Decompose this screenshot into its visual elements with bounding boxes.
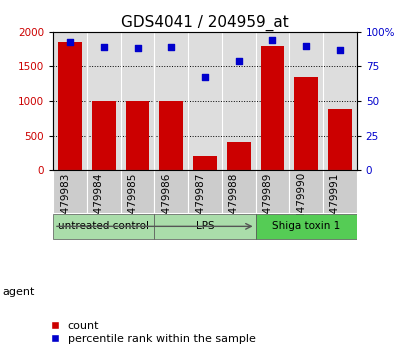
Bar [188, 170, 221, 213]
Bar [294, 78, 317, 170]
Text: GSM479984: GSM479984 [94, 172, 103, 236]
Bar [154, 170, 188, 213]
Bar [92, 101, 115, 170]
Bar [126, 101, 149, 170]
Text: LPS: LPS [195, 221, 214, 232]
Text: GSM479990: GSM479990 [295, 172, 306, 235]
Bar [58, 42, 82, 170]
Bar [260, 46, 283, 170]
Point [336, 47, 342, 53]
Text: agent: agent [2, 287, 34, 297]
Text: GSM479983: GSM479983 [60, 172, 70, 236]
Text: GSM479991: GSM479991 [329, 172, 339, 236]
Point [268, 37, 275, 43]
Bar [221, 170, 255, 213]
Point [67, 39, 73, 44]
Bar [226, 142, 250, 170]
Text: GSM479987: GSM479987 [195, 172, 204, 236]
Text: GSM479985: GSM479985 [127, 172, 137, 236]
Text: untreated control: untreated control [58, 221, 149, 232]
Bar [193, 156, 216, 170]
Text: GSM479989: GSM479989 [262, 172, 272, 236]
Legend: count, percentile rank within the sample: count, percentile rank within the sample [47, 316, 259, 348]
Point [134, 46, 141, 51]
Bar [87, 170, 120, 213]
Bar [53, 215, 154, 239]
Point [168, 44, 174, 50]
Bar [120, 170, 154, 213]
Bar [255, 170, 289, 213]
Point [100, 44, 107, 50]
Bar [327, 109, 351, 170]
Bar [255, 215, 356, 239]
Bar [322, 170, 356, 213]
Point [201, 75, 208, 80]
Point [235, 58, 241, 64]
Bar [159, 101, 183, 170]
Text: GSM479986: GSM479986 [161, 172, 171, 236]
Title: GDS4041 / 204959_at: GDS4041 / 204959_at [121, 14, 288, 30]
Text: Shiga toxin 1: Shiga toxin 1 [271, 221, 339, 232]
Point [302, 43, 309, 48]
Bar [154, 215, 255, 239]
Bar [289, 170, 322, 213]
Text: GSM479988: GSM479988 [228, 172, 238, 236]
Bar [53, 170, 87, 213]
